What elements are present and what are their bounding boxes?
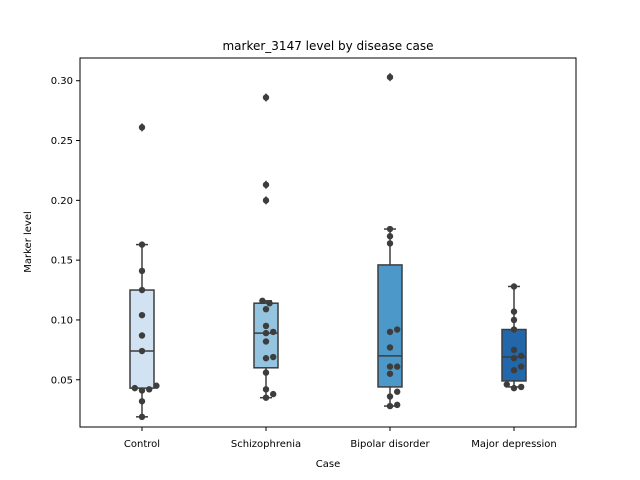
data-point <box>510 308 518 315</box>
data-point <box>394 326 401 333</box>
data-point <box>138 311 146 319</box>
y-tick-label: 0.05 <box>51 375 73 386</box>
chart-title: marker_3147 level by disease case <box>222 39 433 53</box>
data-point <box>518 383 525 391</box>
data-point <box>386 393 394 400</box>
data-point <box>138 124 146 131</box>
x-tick-label: Schizophrenia <box>231 439 301 450</box>
x-tick-label: Bipolar disorder <box>350 439 430 450</box>
data-point <box>262 338 270 345</box>
data-point <box>270 390 277 398</box>
data-point <box>138 332 146 339</box>
box <box>129 289 155 389</box>
data-point <box>259 297 266 305</box>
data-point <box>386 328 394 336</box>
data-point <box>262 305 270 313</box>
y-tick-label: 0.30 <box>51 76 73 87</box>
plot-area: 0.05 0.10 0.15 0.20 0.25 0.30 Control Schizophr… <box>51 72 557 450</box>
data-point <box>266 300 273 307</box>
data-point <box>262 322 270 330</box>
data-point <box>138 241 146 248</box>
data-point <box>270 353 277 361</box>
y-tick-label: 0.10 <box>51 315 73 326</box>
data-point <box>386 225 394 233</box>
x-tick-label: Control <box>124 439 160 450</box>
data-point <box>262 197 270 204</box>
data-point <box>146 386 153 393</box>
data-point <box>153 382 160 389</box>
data-point <box>394 363 401 370</box>
data-point <box>510 326 518 333</box>
data-point <box>386 370 394 377</box>
data-point <box>138 347 146 355</box>
data-point <box>510 366 518 374</box>
data-point <box>386 73 394 81</box>
data-point <box>262 181 270 188</box>
data-point <box>510 283 518 290</box>
data-point <box>518 352 525 360</box>
data-point <box>262 394 270 401</box>
data-point <box>503 381 510 388</box>
y-tick-label: 0.15 <box>51 256 73 267</box>
data-point <box>270 328 277 336</box>
data-point <box>262 94 270 101</box>
data-point <box>386 240 394 247</box>
data-point <box>510 355 518 362</box>
data-point <box>262 386 270 393</box>
y-tick-label: 0.20 <box>51 196 73 207</box>
data-point <box>386 363 394 370</box>
data-point <box>138 398 146 405</box>
data-point <box>394 401 401 409</box>
data-point <box>510 384 518 392</box>
data-point <box>510 346 518 354</box>
data-point <box>394 388 401 395</box>
x-tick-label: Major depression <box>471 439 557 450</box>
data-point <box>518 363 525 370</box>
data-point <box>262 355 270 362</box>
x-axis-label: Case <box>316 459 340 470</box>
data-point <box>262 329 270 337</box>
data-point <box>138 267 146 275</box>
y-axis-label: Marker level <box>23 211 34 273</box>
y-tick-label: 0.25 <box>51 136 73 147</box>
data-point <box>386 344 394 351</box>
plot-frame <box>79 57 577 428</box>
data-point <box>138 387 146 394</box>
data-point <box>262 369 270 376</box>
data-point <box>386 402 394 410</box>
data-point <box>386 233 394 240</box>
data-point <box>138 286 146 294</box>
data-point <box>138 413 146 421</box>
data-point <box>131 384 138 392</box>
data-point <box>510 316 518 324</box>
